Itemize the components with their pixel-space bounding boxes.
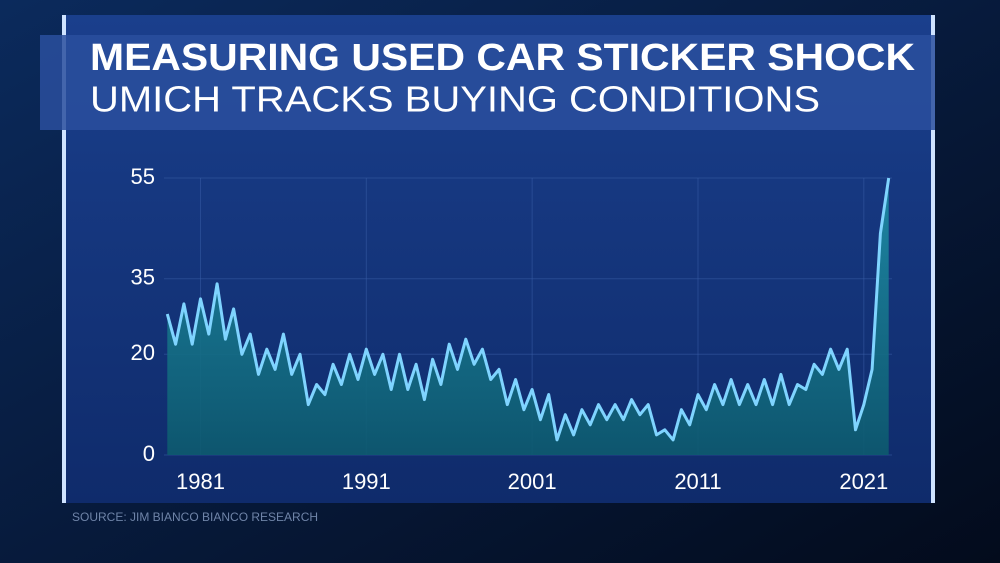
source: SOURCE: JIM BIANCO BIANCO RESEARCH — [72, 510, 318, 524]
title-banner — [40, 35, 935, 130]
y-tick-label: 20 — [131, 340, 155, 365]
x-tick-label: 2001 — [508, 469, 557, 494]
panel-edge — [62, 15, 66, 503]
chart-subtitle: UMICH TRACKS BUYING CONDITIONS — [90, 79, 820, 120]
line — [165, 177, 891, 442]
chart-title: MEASURING USED CAR STICKER SHOCK — [90, 37, 916, 79]
y-tick-label: 35 — [131, 265, 155, 290]
plot: 0 20 35 55 1981 1991 2001 2011 2021 — [131, 164, 892, 494]
panel-edge — [931, 15, 935, 503]
y-tick-label: 0 — [143, 441, 155, 466]
y-tick-label: 55 — [131, 164, 155, 189]
x-tick-label: 1981 — [176, 469, 225, 494]
x-tick-label: 2021 — [839, 469, 888, 494]
x-tick-label: 1991 — [342, 469, 391, 494]
x-tick-label: 2011 — [674, 469, 721, 494]
area — [167, 178, 889, 455]
